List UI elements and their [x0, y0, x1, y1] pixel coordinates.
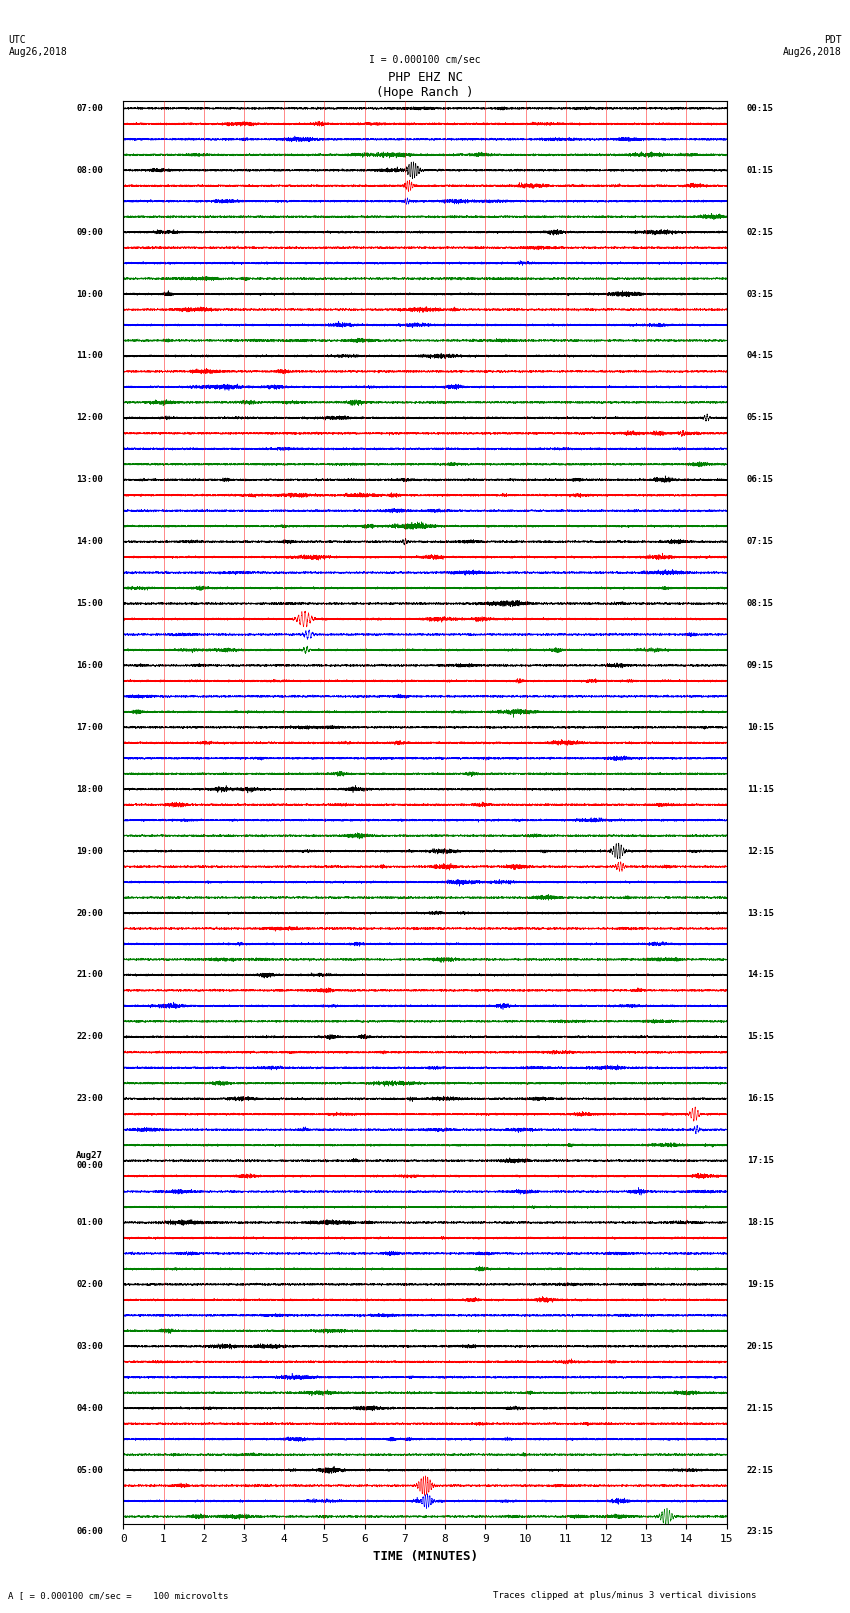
Text: 11:00: 11:00: [76, 352, 103, 360]
Text: Traces clipped at plus/minus 3 vertical divisions: Traces clipped at plus/minus 3 vertical …: [493, 1590, 756, 1600]
Text: 13:00: 13:00: [76, 476, 103, 484]
Text: 06:15: 06:15: [747, 476, 774, 484]
Text: 10:00: 10:00: [76, 290, 103, 298]
Text: 18:15: 18:15: [747, 1218, 774, 1227]
Text: 21:15: 21:15: [747, 1403, 774, 1413]
Text: 01:00: 01:00: [76, 1218, 103, 1227]
Text: UTC
Aug26,2018: UTC Aug26,2018: [8, 35, 67, 56]
Text: 07:15: 07:15: [747, 537, 774, 547]
Text: A [ = 0.000100 cm/sec =    100 microvolts: A [ = 0.000100 cm/sec = 100 microvolts: [8, 1590, 229, 1600]
Text: 23:15: 23:15: [747, 1528, 774, 1537]
Text: 17:15: 17:15: [747, 1157, 774, 1165]
Text: 04:15: 04:15: [747, 352, 774, 360]
Text: 06:00: 06:00: [76, 1528, 103, 1537]
Text: 15:15: 15:15: [747, 1032, 774, 1042]
Text: 11:15: 11:15: [747, 784, 774, 794]
Text: 05:00: 05:00: [76, 1466, 103, 1474]
Text: 02:15: 02:15: [747, 227, 774, 237]
Text: 03:15: 03:15: [747, 290, 774, 298]
Text: 08:00: 08:00: [76, 166, 103, 174]
Text: 12:15: 12:15: [747, 847, 774, 855]
Text: 23:00: 23:00: [76, 1094, 103, 1103]
Text: 00:15: 00:15: [747, 103, 774, 113]
Text: 17:00: 17:00: [76, 723, 103, 732]
Text: 18:00: 18:00: [76, 784, 103, 794]
Text: 15:00: 15:00: [76, 598, 103, 608]
Text: 22:00: 22:00: [76, 1032, 103, 1042]
Text: 16:00: 16:00: [76, 661, 103, 669]
Text: 10:15: 10:15: [747, 723, 774, 732]
Text: 09:00: 09:00: [76, 227, 103, 237]
Text: Aug27
00:00: Aug27 00:00: [76, 1152, 103, 1171]
Title: PHP EHZ NC
(Hope Ranch ): PHP EHZ NC (Hope Ranch ): [377, 71, 473, 100]
Text: I = 0.000100 cm/sec: I = 0.000100 cm/sec: [369, 55, 481, 65]
Text: 19:00: 19:00: [76, 847, 103, 855]
Text: 14:00: 14:00: [76, 537, 103, 547]
Text: 03:00: 03:00: [76, 1342, 103, 1350]
Text: 20:00: 20:00: [76, 908, 103, 918]
Text: PDT
Aug26,2018: PDT Aug26,2018: [783, 35, 842, 56]
Text: 16:15: 16:15: [747, 1094, 774, 1103]
Text: 05:15: 05:15: [747, 413, 774, 423]
Text: 12:00: 12:00: [76, 413, 103, 423]
Text: 07:00: 07:00: [76, 103, 103, 113]
Text: 01:15: 01:15: [747, 166, 774, 174]
Text: 09:15: 09:15: [747, 661, 774, 669]
Text: 19:15: 19:15: [747, 1279, 774, 1289]
Text: 04:00: 04:00: [76, 1403, 103, 1413]
Text: 20:15: 20:15: [747, 1342, 774, 1350]
Text: 21:00: 21:00: [76, 971, 103, 979]
Text: 08:15: 08:15: [747, 598, 774, 608]
Text: 14:15: 14:15: [747, 971, 774, 979]
Text: 13:15: 13:15: [747, 908, 774, 918]
X-axis label: TIME (MINUTES): TIME (MINUTES): [372, 1550, 478, 1563]
Text: 02:00: 02:00: [76, 1279, 103, 1289]
Text: 22:15: 22:15: [747, 1466, 774, 1474]
